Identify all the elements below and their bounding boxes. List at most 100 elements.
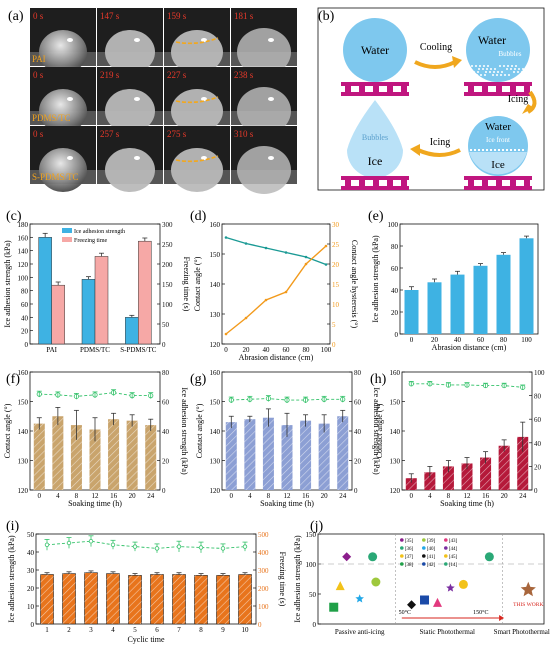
- chart-e: 0 20 40 60 80 100 Ice adhesion strength (kPa) A…: [371, 221, 539, 352]
- x-tick-label: 4: [111, 626, 115, 634]
- bar-hatch: [128, 575, 142, 624]
- y-tick-label: 140: [18, 428, 29, 436]
- bar-hatch: [300, 420, 312, 490]
- bar-hatch: [480, 457, 492, 490]
- bar-hatch: [145, 425, 157, 490]
- droplet-highlight: [201, 97, 207, 101]
- bar-hatch: [424, 472, 436, 490]
- bubble: [493, 71, 495, 73]
- y2-tick-label: 0: [332, 341, 336, 349]
- arrow-label: Cooling: [420, 42, 452, 53]
- bar-hatch: [225, 422, 237, 490]
- bubble: [517, 71, 519, 73]
- substrate-pillar: [387, 86, 393, 92]
- marker-freezing-time: [132, 544, 138, 549]
- droplet-label: Water: [485, 121, 511, 133]
- x-tick-label: 12: [464, 492, 472, 500]
- y2-tick-label: 150: [162, 281, 173, 289]
- droplet-photo: [171, 89, 223, 133]
- substrate-pillar: [387, 180, 393, 186]
- y2-tick-label: 60: [354, 399, 362, 407]
- y2-tick-label: 40: [354, 428, 362, 436]
- y2-tick-label: 40: [162, 428, 170, 436]
- y2-axis-label: Ice adhesion strength (kPa): [180, 387, 189, 475]
- marker-freezing-time: [44, 542, 50, 547]
- y-tick-label: 120: [18, 487, 29, 495]
- panel-label-e: (e): [368, 209, 384, 224]
- panel-label-h: (h): [370, 372, 387, 387]
- bar-hatch: [172, 574, 186, 624]
- scatter-point: [371, 577, 381, 587]
- y-tick-label: 0: [31, 621, 35, 629]
- droplet-highlight: [134, 156, 140, 160]
- substrate-base: [464, 186, 532, 190]
- y2-axis-label: Ice adhesion strength (kPa): [372, 387, 381, 475]
- legend-label: [35]: [405, 539, 414, 544]
- y-axis-label: Contact angle (°): [3, 403, 12, 458]
- arrowhead: [452, 56, 462, 68]
- bubble: [501, 71, 503, 73]
- scatter-point: [520, 581, 536, 597]
- y-tick-label: 160: [18, 234, 29, 242]
- legend-label: [36]: [405, 547, 414, 552]
- x-tick-label: 40: [454, 336, 462, 344]
- bar-hatch: [126, 420, 138, 490]
- bar-freezing-time: [138, 240, 152, 345]
- scatter-point: [355, 594, 364, 603]
- legend-marker: [422, 538, 426, 542]
- x-tick-label: 100: [521, 336, 532, 344]
- bubble: [490, 68, 492, 70]
- time-label: 238 s: [234, 70, 254, 80]
- bar-hatch: [238, 574, 252, 624]
- legend-marker: [400, 538, 404, 542]
- bar-freezing-time: [94, 256, 109, 345]
- x-tick-label: 8: [447, 492, 451, 500]
- bar-hatch: [442, 466, 454, 490]
- ice-front-label: Ice front: [486, 136, 510, 144]
- substrate-pillar: [524, 180, 530, 186]
- arrowhead: [522, 104, 534, 114]
- legend-label: [38]: [405, 563, 414, 568]
- droplet-label: Water: [478, 33, 506, 47]
- substrate-pillar: [345, 180, 351, 186]
- y2-tick-label: 400: [258, 549, 269, 557]
- legend-label: [40]: [427, 547, 436, 552]
- substrate: [464, 176, 532, 180]
- bar-ice-adhesion: [404, 290, 419, 334]
- y2-tick-label: 15: [332, 281, 340, 289]
- legend-marker: [444, 538, 448, 542]
- bubble: [486, 68, 488, 70]
- y-tick-label: 130: [210, 311, 221, 319]
- legend-label: [37]: [405, 555, 414, 560]
- y-tick-label: 150: [18, 399, 29, 407]
- y-tick-label: 0: [25, 341, 29, 349]
- scatter-point: [329, 602, 339, 612]
- substrate-pillar: [401, 180, 407, 186]
- scatter-point: [458, 579, 468, 589]
- y-tick-label: 30: [27, 567, 35, 575]
- arrowhead: [410, 144, 420, 156]
- bar-hatch: [405, 478, 417, 490]
- bubble: [518, 68, 520, 70]
- point-hysteresis: [224, 332, 228, 336]
- x-tick-label: 0: [230, 492, 234, 500]
- y-tick-label: 150: [390, 399, 401, 407]
- legend-label: [14]: [449, 563, 458, 568]
- x-tick-label: 9: [221, 626, 225, 634]
- y2-tick-label: 40: [534, 440, 542, 448]
- bubble: [489, 71, 491, 73]
- x-tick-label: 60: [283, 346, 291, 354]
- y-tick-label: 0: [313, 621, 317, 629]
- y2-tick-label: 200: [162, 261, 173, 269]
- y-tick-label: 60: [21, 301, 29, 309]
- category-label: Static Photothermal: [420, 628, 475, 636]
- bubble: [506, 68, 508, 70]
- y2-tick-label: 0: [162, 487, 166, 495]
- droplet-photo: [39, 89, 87, 133]
- droplet-highlight: [67, 97, 73, 101]
- bubble: [478, 68, 480, 70]
- x-tick-label: 60: [477, 336, 485, 344]
- this-work-label: THIS WORK: [513, 602, 543, 608]
